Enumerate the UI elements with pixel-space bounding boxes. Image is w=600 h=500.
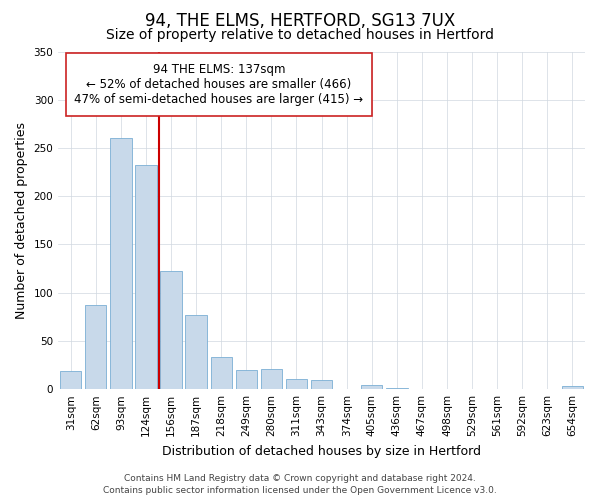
Bar	[361, 386, 382, 389]
Y-axis label: Number of detached properties: Number of detached properties	[15, 122, 28, 319]
Bar	[85, 305, 106, 389]
Bar	[211, 358, 232, 389]
Bar	[60, 371, 82, 389]
Text: 47% of semi-detached houses are larger (415) →: 47% of semi-detached houses are larger (…	[74, 92, 364, 106]
Bar	[311, 380, 332, 389]
FancyBboxPatch shape	[66, 53, 371, 116]
Text: Size of property relative to detached houses in Hertford: Size of property relative to detached ho…	[106, 28, 494, 42]
Bar	[386, 388, 407, 389]
Bar	[136, 166, 157, 389]
Text: ← 52% of detached houses are smaller (466): ← 52% of detached houses are smaller (46…	[86, 78, 352, 91]
Bar	[185, 315, 207, 389]
Bar	[562, 386, 583, 389]
Text: 94, THE ELMS, HERTFORD, SG13 7UX: 94, THE ELMS, HERTFORD, SG13 7UX	[145, 12, 455, 30]
Bar	[160, 272, 182, 389]
X-axis label: Distribution of detached houses by size in Hertford: Distribution of detached houses by size …	[162, 444, 481, 458]
Bar	[236, 370, 257, 389]
Bar	[261, 369, 282, 389]
Text: Contains HM Land Registry data © Crown copyright and database right 2024.
Contai: Contains HM Land Registry data © Crown c…	[103, 474, 497, 495]
Bar	[286, 378, 307, 389]
Bar	[110, 138, 131, 389]
Text: 94 THE ELMS: 137sqm: 94 THE ELMS: 137sqm	[152, 64, 285, 76]
